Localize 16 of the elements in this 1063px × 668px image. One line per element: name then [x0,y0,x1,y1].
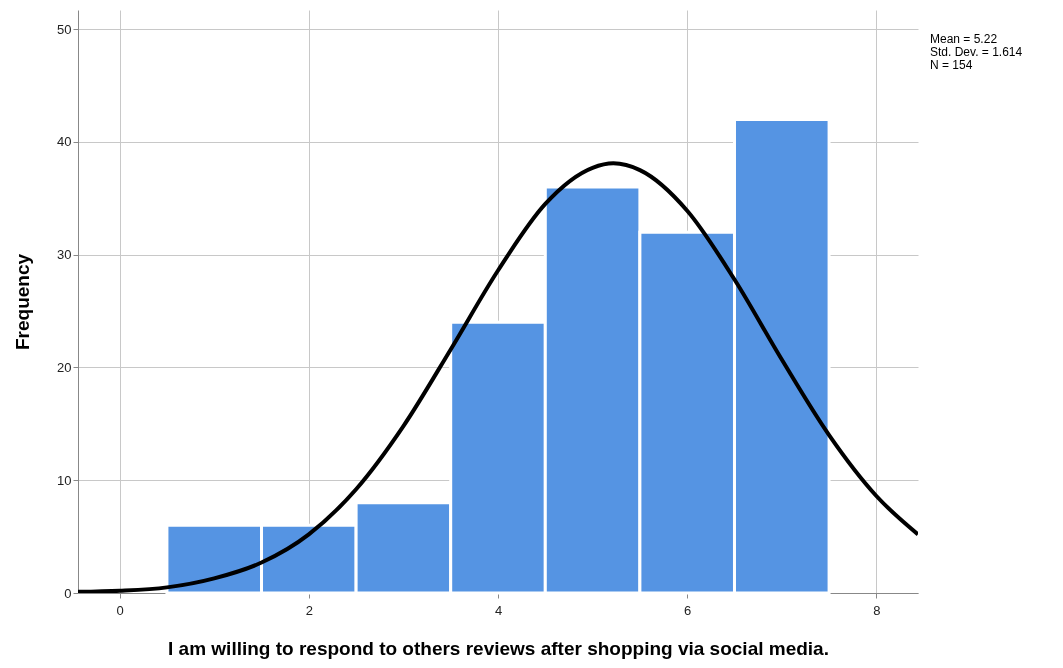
text: Std. Dev. = 1.614 [930,45,1023,59]
x-tick-label: 0 [116,602,124,618]
x-tick-label: 2 [305,602,313,618]
y-tick-label: 10 [57,472,72,488]
x-tick-label: 4 [494,602,503,618]
y-tick-label: 30 [57,247,72,263]
y-tick-label: 40 [57,134,72,150]
x-tick-label: 6 [684,602,692,618]
y-axis-title: Frequency [12,253,34,351]
y-tick-label: 50 [57,21,72,37]
text: Mean = 5.22 [930,32,998,46]
x-tick-label: 8 [873,602,881,618]
y-tick-label: 20 [57,359,72,375]
text: N = 154 [930,58,973,72]
x-axis-title: I am willing to respond to others reviews after shopping via social media. [168,637,829,659]
y-tick-label: 0 [64,585,72,601]
